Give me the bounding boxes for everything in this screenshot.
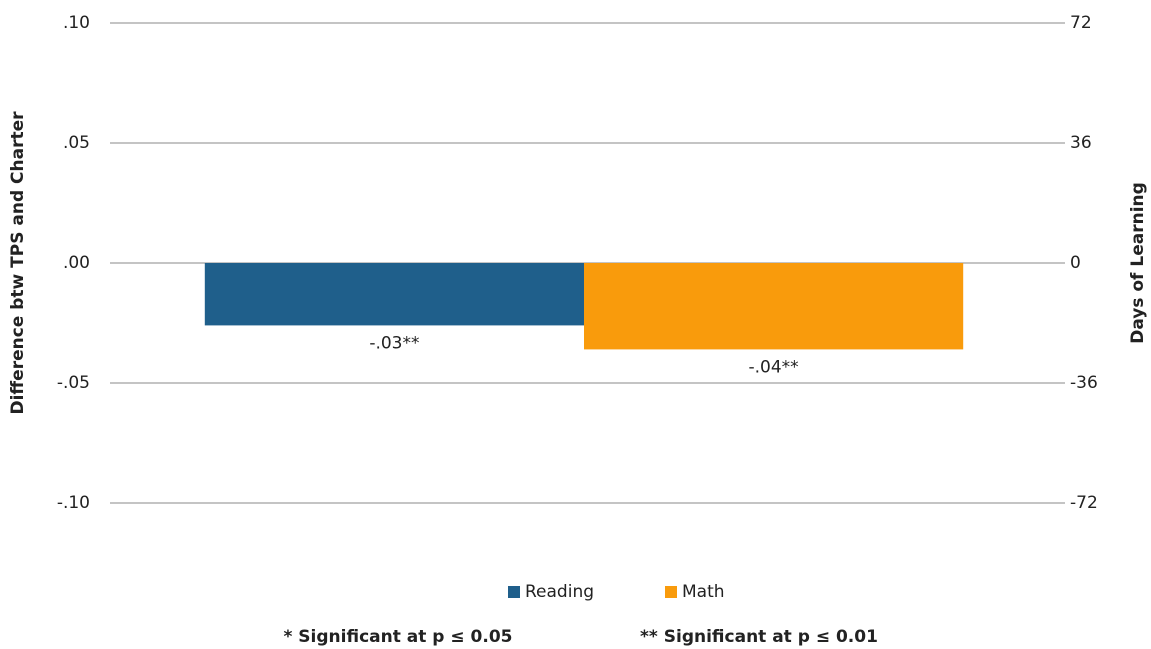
legend-swatch <box>665 586 677 598</box>
y2-tick-label: 36 <box>1070 133 1092 153</box>
value-label: -.04** <box>749 357 799 377</box>
y-tick-label: .10 <box>63 13 90 33</box>
y-tick-label: .00 <box>63 253 90 273</box>
legend-label: Math <box>682 582 725 602</box>
y-tick-label: -.05 <box>57 373 90 393</box>
y2-tick-label: -36 <box>1070 373 1098 393</box>
value-label: -.03** <box>369 333 419 353</box>
y2-tick-label: 0 <box>1070 253 1081 273</box>
y-tick-label: -.10 <box>57 493 90 513</box>
footnote: ** Significant at p ≤ 0.01 <box>640 627 878 647</box>
legend-label: Reading <box>525 582 594 602</box>
bar <box>204 263 585 326</box>
y-tick-label: .05 <box>63 133 90 153</box>
y2-tick-label: -72 <box>1070 493 1098 513</box>
bar <box>584 263 964 350</box>
legend-swatch <box>508 586 520 598</box>
y2-tick-label: 72 <box>1070 13 1092 33</box>
footnote: * Significant at p ≤ 0.05 <box>284 627 513 647</box>
y2-axis-title: Days of Learning <box>1128 182 1148 344</box>
y-axis-title: Difference btw TPS and Charter <box>8 111 28 415</box>
